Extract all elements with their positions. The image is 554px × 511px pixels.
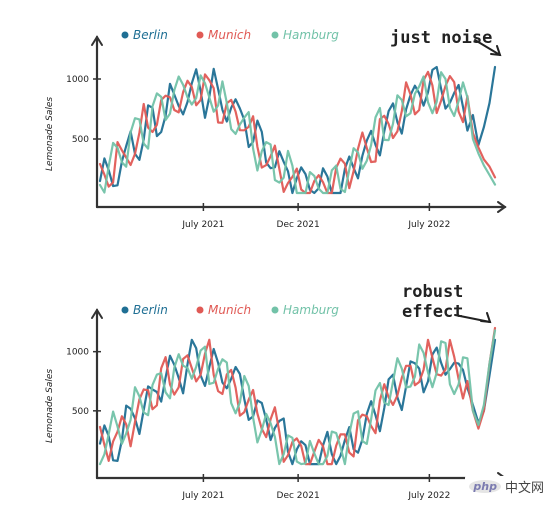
chart-panel-2: 500 1000 Lemonade Sales July 2021 Dec 2021 Ju… — [45, 282, 507, 501]
x-tick-label: July 2021 — [181, 220, 224, 230]
y-axis-arrowhead — [91, 308, 103, 319]
x-tick-label: Dec 2021 — [277, 220, 320, 230]
y-tick-label: 500 — [72, 407, 89, 417]
legend-marker-berlin — [121, 31, 129, 39]
annotation-arrowhead — [490, 45, 502, 57]
legend-label-munich: Munich — [208, 303, 251, 317]
chart-panel-1: 500 1000 Lemonade Sales July 2021 Dec 2021 Ju… — [45, 28, 507, 230]
legend-label-hamburg: Hamburg — [283, 303, 339, 317]
series-line-hamburg — [98, 329, 497, 466]
y-axis-arrowhead — [91, 35, 103, 46]
legend-marker-munich — [196, 306, 204, 314]
series-line-munich — [98, 326, 497, 466]
x-tick-label: Dec 2021 — [277, 491, 320, 501]
legend-marker-hamburg — [271, 31, 279, 39]
annotation-text: robust effect — [402, 282, 463, 322]
annotation-text: just noise — [390, 28, 492, 48]
y-axis-label: Lemonade Sales — [45, 97, 55, 171]
annotation-arrow — [474, 39, 501, 56]
x-tick-label: July 2022 — [407, 220, 450, 230]
x-tick-label: July 2021 — [181, 491, 224, 501]
legend-marker-munich — [196, 31, 204, 39]
watermark-text: 中文网 — [504, 481, 544, 496]
legend-label-munich: Munich — [208, 28, 251, 42]
x-tick-label: July 2022 — [407, 491, 450, 501]
annotation-arrowhead — [480, 312, 492, 324]
x-axis-arrowhead — [497, 201, 507, 213]
legend-marker-hamburg — [271, 306, 279, 314]
watermark: php 中文网 — [465, 476, 548, 497]
series-line-berlin — [98, 338, 497, 466]
legend-label-berlin: Berlin — [133, 28, 168, 42]
series-line-hamburg — [98, 71, 497, 195]
legend-label-berlin: Berlin — [133, 303, 168, 317]
y-tick-label: 1000 — [66, 75, 89, 85]
y-axis-label: Lemonade Sales — [45, 369, 55, 443]
legend-marker-berlin — [121, 306, 129, 314]
y-tick-label: 1000 — [66, 348, 89, 358]
y-tick-label: 500 — [72, 135, 89, 145]
legend-label-hamburg: Hamburg — [283, 28, 339, 42]
watermark-logo: php — [469, 480, 501, 493]
